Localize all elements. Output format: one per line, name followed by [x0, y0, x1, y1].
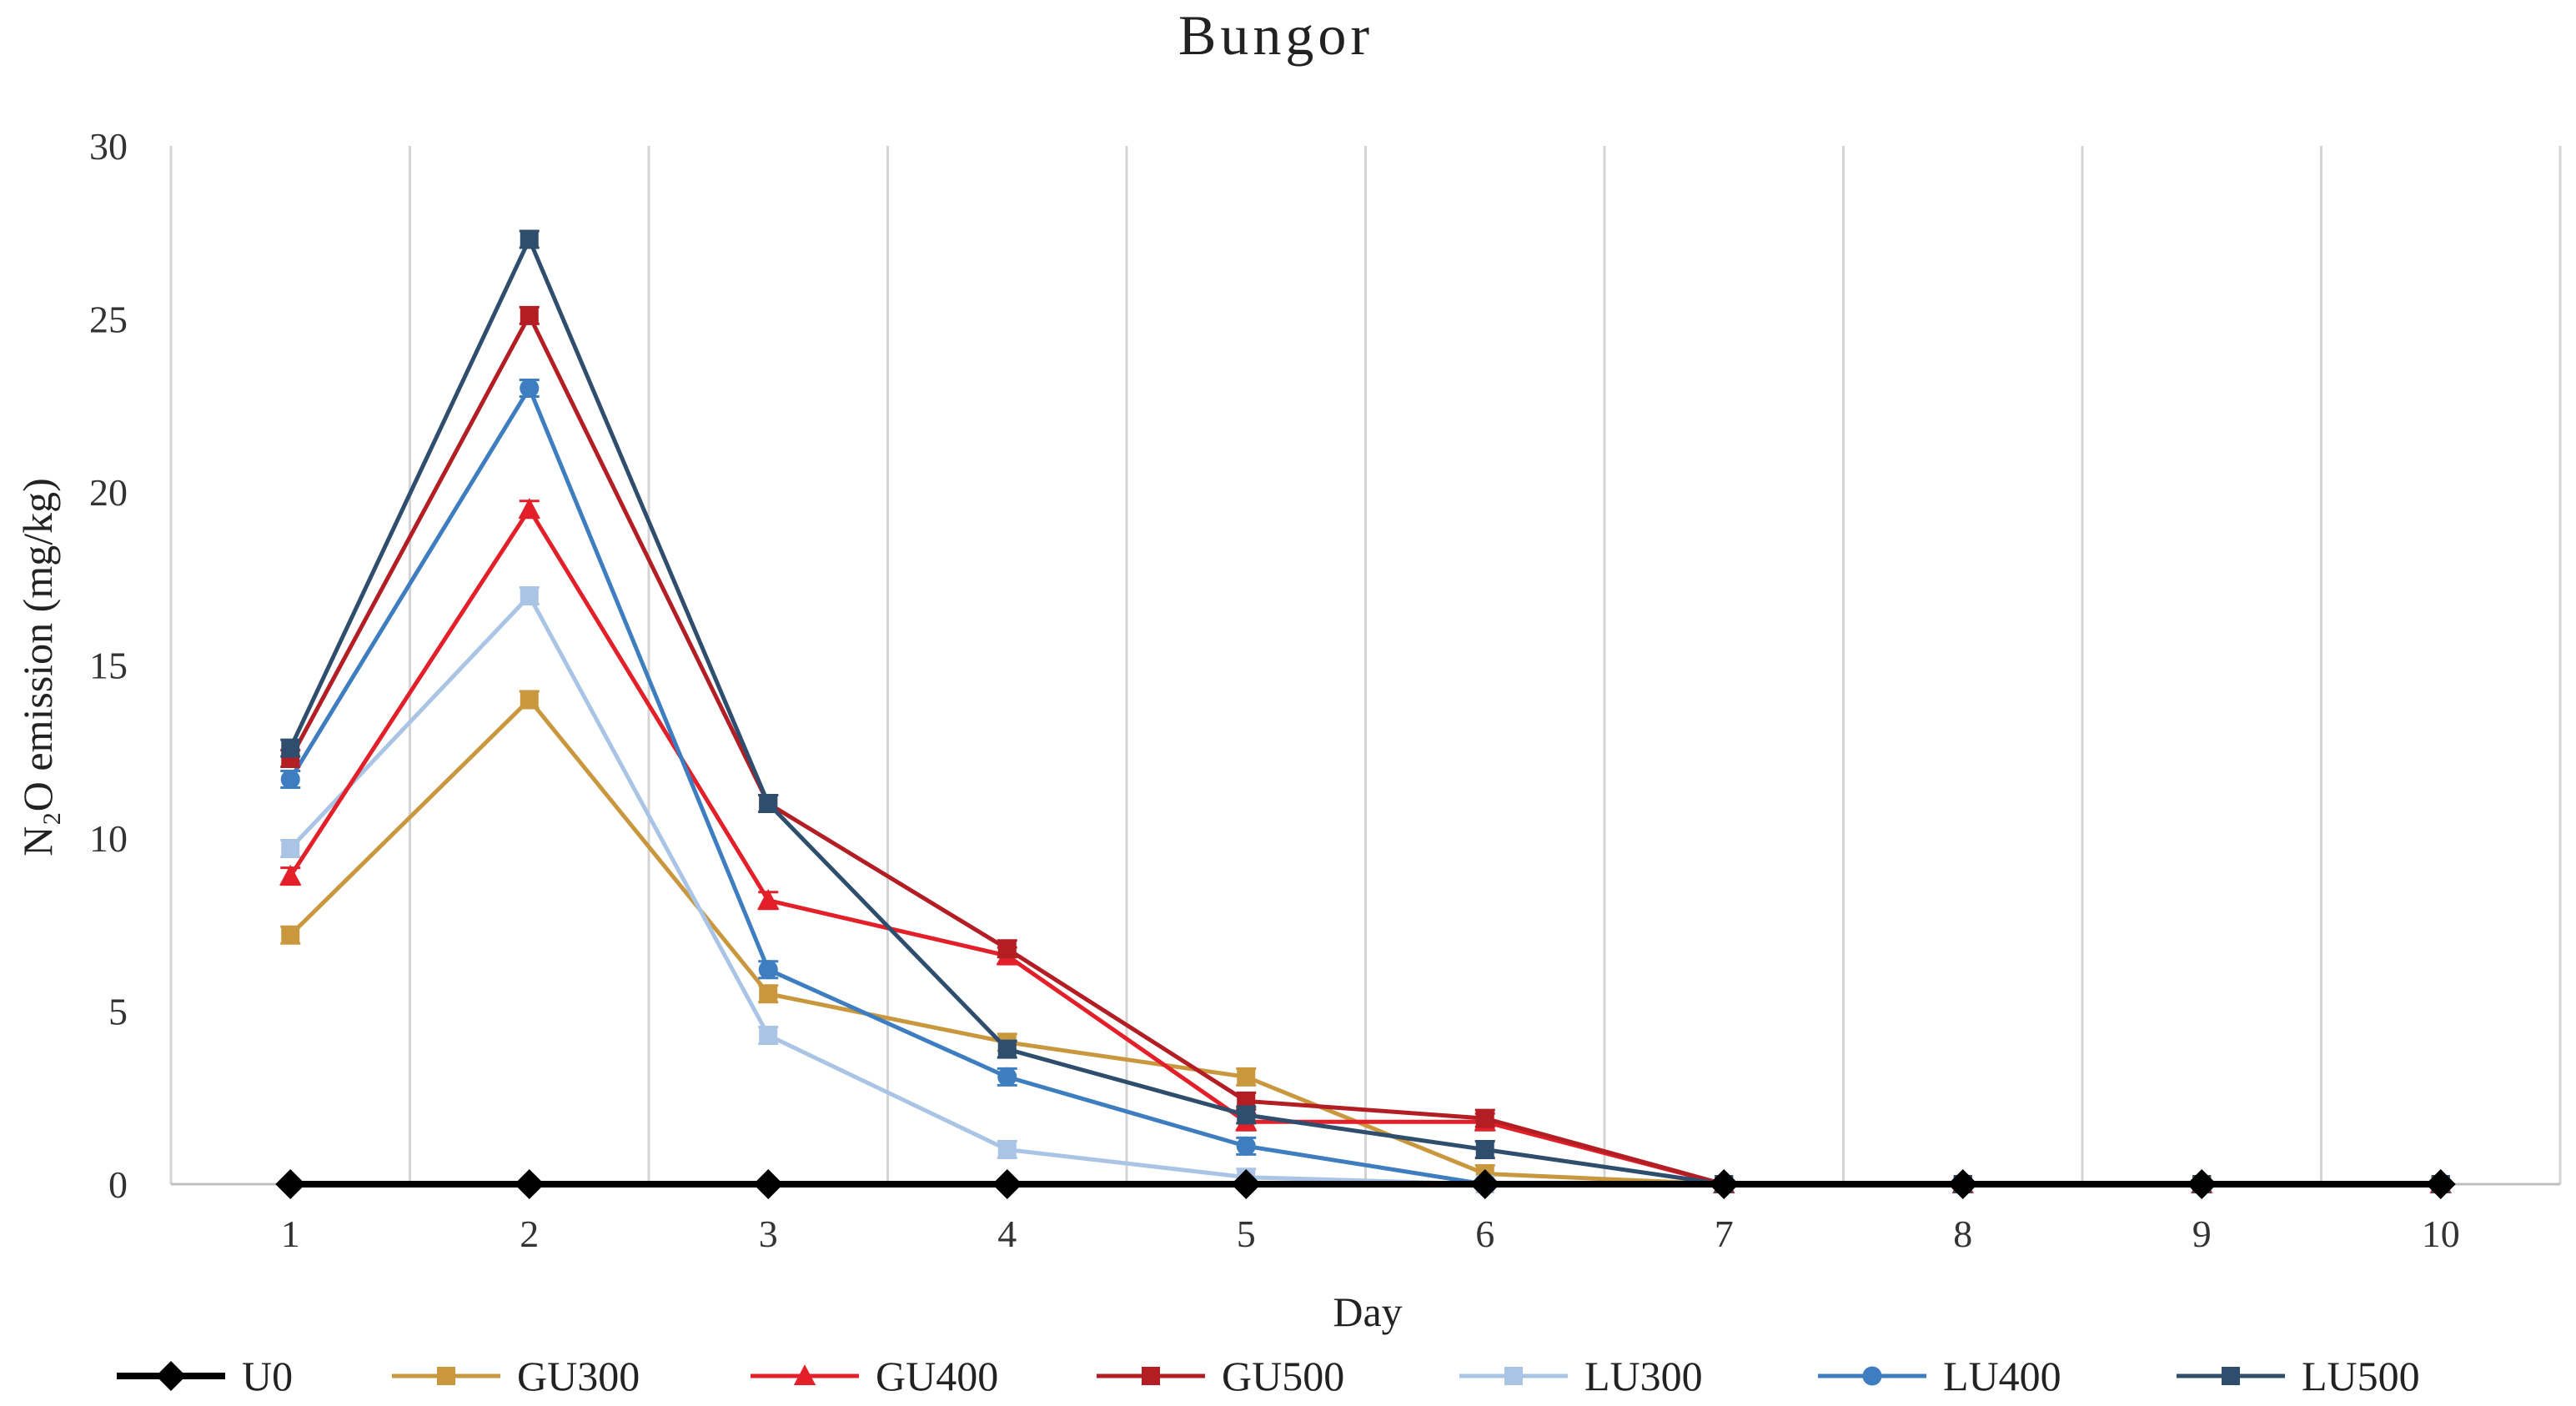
legend-swatch-marker [156, 1361, 186, 1391]
data-point-gu400 [757, 888, 780, 910]
legend-swatch-marker [1862, 1366, 1882, 1386]
legend-item-gu500: GU500 [1097, 1353, 1344, 1399]
data-point-u0 [1469, 1169, 1500, 1199]
data-point-u0 [2425, 1169, 2456, 1199]
legend-item-gu300: GU300 [392, 1353, 640, 1399]
data-point-lu500 [520, 230, 539, 249]
data-point-lu500 [1475, 1140, 1494, 1159]
y-axis-label: N₂O emission (mg/kg) [14, 478, 61, 856]
x-tick-label: 2 [520, 1213, 539, 1255]
x-axis-label: Day [1333, 1288, 1402, 1335]
data-point-gu300 [520, 690, 539, 709]
axes: 0 5 10 15 20 25 30 1 2 3 4 5 6 7 8 9 10 [89, 125, 2560, 1255]
grid-lines [169, 146, 2562, 1184]
data-point-lu400 [758, 960, 778, 980]
series-u0 [275, 1169, 2456, 1199]
legend: U0 GU300 GU400 GU500 LU300 LU400 LU500 [117, 1353, 2420, 1399]
data-point-gu300 [281, 926, 300, 945]
legend-swatch-marker [2222, 1367, 2240, 1385]
series [275, 229, 2456, 1199]
chart-title: Bungor [1178, 3, 1373, 67]
y-tick-label: 10 [89, 817, 128, 860]
legend-label: GU500 [1222, 1353, 1344, 1399]
legend-label: LU500 [2302, 1353, 2420, 1399]
data-point-lu400 [997, 1067, 1017, 1087]
legend-item-u0: U0 [117, 1353, 293, 1399]
data-point-lu400 [1236, 1136, 1256, 1156]
data-point-u0 [2187, 1169, 2217, 1199]
data-point-gu300 [1237, 1067, 1256, 1087]
x-tick-label: 6 [1475, 1213, 1494, 1255]
data-point-lu300 [759, 1026, 778, 1045]
legend-label: U0 [242, 1353, 293, 1399]
data-point-lu300 [520, 586, 539, 605]
data-point-u0 [992, 1169, 1022, 1199]
data-point-gu400 [518, 498, 540, 519]
x-tick-label: 10 [2422, 1213, 2460, 1255]
data-point-gu300 [759, 984, 778, 1003]
y-tick-label: 15 [89, 645, 128, 687]
legend-swatch-marker [1142, 1367, 1160, 1385]
data-point-lu500 [1237, 1106, 1256, 1124]
legend-item-lu300: LU300 [1459, 1353, 1703, 1399]
data-point-u0 [1231, 1169, 1262, 1199]
x-tick-label: 5 [1237, 1213, 1256, 1255]
data-point-gu500 [520, 306, 539, 325]
data-point-u0 [514, 1169, 545, 1199]
y-tick-label: 25 [89, 299, 128, 341]
x-tick-label: 4 [997, 1213, 1017, 1255]
y-tick-label: 5 [108, 991, 128, 1033]
data-point-gu500 [1475, 1109, 1494, 1128]
data-point-u0 [275, 1169, 306, 1199]
legend-label: LU300 [1584, 1353, 1703, 1399]
y-tick-label: 0 [108, 1163, 128, 1206]
x-tick-label: 3 [759, 1213, 778, 1255]
x-tick-label: 1 [281, 1213, 300, 1255]
y-tick-label: 30 [89, 125, 128, 168]
legend-label: GU300 [517, 1353, 640, 1399]
y-tick-label: 20 [89, 471, 128, 514]
legend-label: LU400 [1943, 1353, 2061, 1399]
data-point-gu500 [997, 939, 1017, 958]
data-point-lu300 [997, 1140, 1017, 1159]
data-point-u0 [753, 1169, 784, 1199]
data-point-lu500 [281, 739, 300, 758]
legend-item-gu400: GU400 [751, 1353, 998, 1399]
data-point-gu400 [279, 864, 302, 886]
data-point-lu300 [281, 839, 300, 858]
legend-swatch-marker [793, 1364, 816, 1385]
data-point-lu400 [520, 378, 540, 399]
legend-item-lu400: LU400 [1818, 1353, 2061, 1399]
x-tick-label: 8 [1953, 1213, 1972, 1255]
data-point-lu400 [280, 769, 300, 789]
data-point-lu500 [759, 794, 778, 813]
legend-swatch-marker [1504, 1367, 1523, 1385]
x-tick-label: 9 [2192, 1213, 2212, 1255]
x-tick-label: 7 [1715, 1213, 1734, 1255]
legend-swatch-marker [437, 1367, 455, 1385]
legend-label: GU400 [876, 1353, 998, 1399]
data-point-u0 [1709, 1169, 1740, 1199]
data-point-u0 [1947, 1169, 1978, 1199]
legend-item-lu500: LU500 [2177, 1353, 2420, 1399]
data-point-lu500 [997, 1040, 1017, 1059]
